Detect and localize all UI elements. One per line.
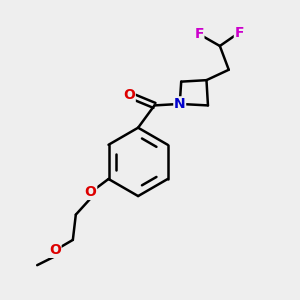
Text: F: F [194, 27, 204, 41]
Text: O: O [49, 243, 61, 257]
Text: N: N [174, 97, 185, 111]
Text: F: F [234, 26, 244, 40]
Text: O: O [85, 185, 97, 200]
Text: O: O [123, 88, 135, 102]
